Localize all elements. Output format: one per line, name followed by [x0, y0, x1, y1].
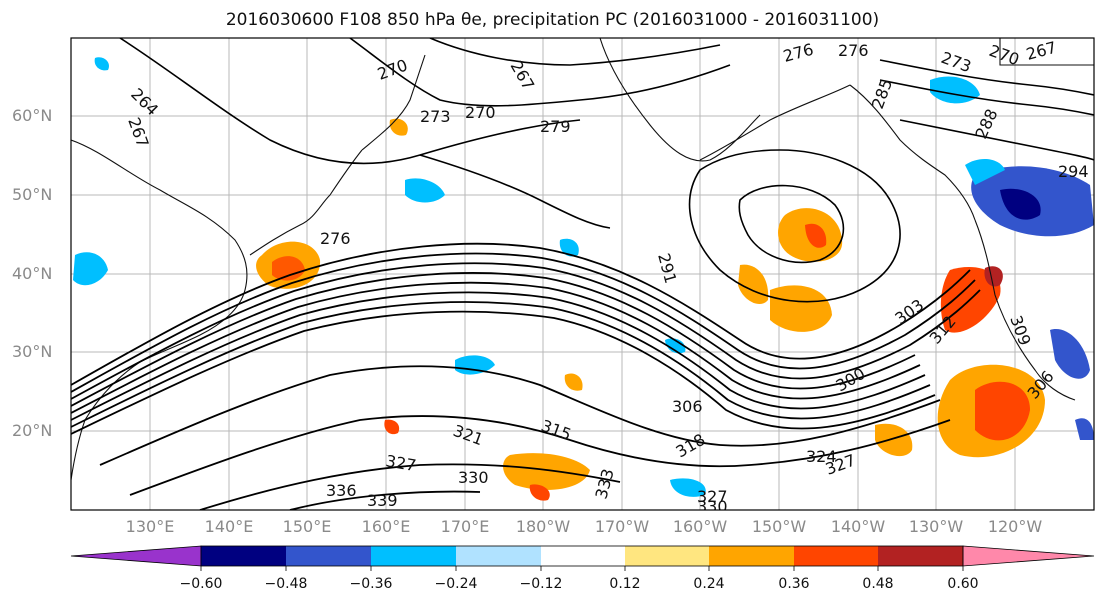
lat-label: 20°N	[12, 421, 53, 440]
contour-label: 336	[326, 481, 357, 500]
precip-shading	[73, 57, 1094, 501]
lon-label: 170°W	[594, 517, 650, 536]
colorbar-tick-label: 0.60	[947, 576, 979, 592]
graticule	[71, 38, 1094, 510]
colorbar-segment	[456, 546, 541, 566]
precip-blob-positive	[529, 484, 550, 501]
lon-label: 170°E	[440, 517, 490, 536]
colorbar-tick-label: −0.12	[519, 576, 563, 592]
contour-label: 339	[367, 491, 398, 510]
precip-blob-positive	[564, 373, 583, 391]
map-title: 2016030600 F108 850 hPa θe, precipitatio…	[225, 10, 880, 30]
colorbar-segment	[286, 546, 371, 566]
precip-blob-negative	[665, 338, 686, 354]
precip-blob-negative	[670, 478, 706, 497]
contour-label: 276	[320, 229, 351, 248]
colorbar-tick-label: −0.48	[264, 576, 308, 592]
colorbar	[70, 545, 1095, 571]
lon-label: 140°E	[204, 517, 254, 536]
colorbar-extend-left	[70, 545, 202, 567]
lon-label: 120°W	[987, 517, 1043, 536]
precip-blob-positive	[272, 256, 305, 281]
lon-label: 180°W	[515, 517, 571, 536]
precip-blob-negative	[405, 178, 445, 203]
precip-blob-positive	[875, 423, 913, 457]
precip-blob-positive	[389, 118, 408, 136]
precip-blob-positive	[384, 419, 400, 435]
precip-blob-positive	[770, 285, 832, 332]
precip-blob-negative	[73, 252, 108, 286]
contour-label: 327	[697, 487, 728, 506]
contour-label: 330	[458, 468, 489, 487]
colorbar-tick-label: 0.36	[778, 576, 810, 592]
precip-blob-negative	[1000, 188, 1041, 220]
precip-blob-negative	[965, 158, 1005, 185]
colorbar-tick-label: −0.24	[434, 576, 478, 592]
colorbar-segment	[794, 546, 878, 566]
lat-label: 60°N	[12, 106, 53, 125]
precip-blob-negative	[1075, 418, 1094, 440]
lon-label: 130°W	[908, 517, 964, 536]
colorbar-tick-label: −0.60	[179, 576, 223, 592]
lon-label: 150°W	[751, 517, 807, 536]
lon-label: 160°E	[361, 517, 411, 536]
contour-label: 276	[838, 41, 869, 60]
contour-label: 306	[672, 397, 703, 416]
precip-blob-negative	[559, 238, 579, 257]
contour-label: 273	[420, 107, 451, 126]
coastlines	[71, 38, 1094, 481]
colorbar-segment	[541, 546, 625, 566]
lon-label: 160°W	[672, 517, 728, 536]
lon-label: 130°E	[125, 517, 175, 536]
theta-e-contours	[71, 242, 981, 510]
lat-label: 30°N	[12, 342, 53, 361]
precip-blob-negative	[1050, 329, 1090, 379]
colorbar-segment	[878, 546, 963, 566]
precip-blob-positive	[984, 266, 1003, 287]
colorbar-tick-label: 0.48	[862, 576, 894, 592]
contour-label: 330	[697, 497, 728, 516]
contour-label: 324	[806, 447, 837, 466]
colorbar-outline	[200, 545, 964, 567]
colorbar-tick-label: 0.12	[609, 576, 641, 592]
colorbar-extend-right	[962, 545, 1095, 567]
lat-label: 40°N	[12, 264, 53, 283]
precip-blob-positive	[503, 453, 590, 490]
colorbar-segment	[709, 546, 794, 566]
precip-blob-positive	[805, 223, 827, 248]
contour-label: 294	[1058, 162, 1089, 181]
contour-label: 270	[465, 103, 496, 122]
colorbar-segment	[201, 546, 286, 566]
map-frame	[70, 37, 1095, 511]
colorbar-tick-label: −0.36	[349, 576, 393, 592]
lon-label: 150°E	[282, 517, 332, 536]
lat-label: 50°N	[12, 185, 53, 204]
colorbar-segment	[371, 546, 456, 566]
precip-blob-positive	[975, 381, 1030, 441]
precip-blob-negative	[94, 57, 109, 71]
lon-label: 140°W	[830, 517, 886, 536]
colorbar-tick-label: 0.24	[693, 576, 725, 592]
contour-label: 279	[540, 117, 571, 136]
precip-blob-negative	[455, 355, 495, 375]
colorbar-segment	[625, 546, 709, 566]
theta-e-contours-north	[119, 38, 1094, 303]
